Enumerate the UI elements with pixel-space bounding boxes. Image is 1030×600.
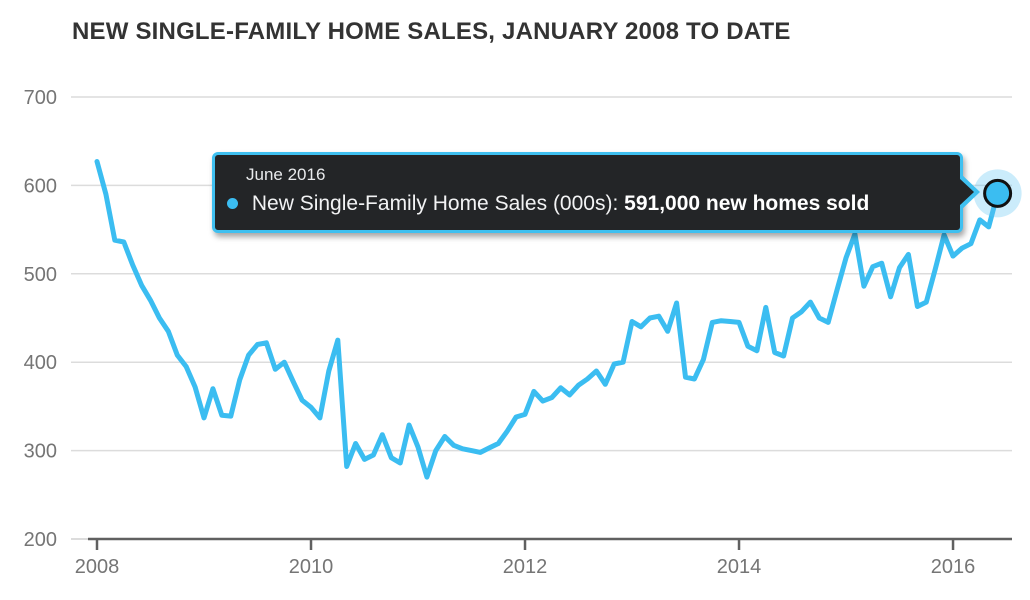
tooltip-date-label: June 2016: [246, 165, 326, 184]
svg-text:200: 200: [24, 529, 57, 551]
sales-line-series: [94, 159, 1001, 480]
svg-text:500: 500: [24, 264, 57, 286]
svg-text:600: 600: [24, 175, 57, 197]
x-axis: [71, 537, 1012, 550]
svg-text:400: 400: [24, 352, 57, 374]
svg-text:300: 300: [24, 441, 57, 463]
svg-text:700: 700: [24, 87, 57, 109]
x-axis-labels: 2008 2010 2012 2014 2016: [75, 556, 976, 578]
highlighted-point[interactable]: [973, 169, 1022, 218]
series-marker-dot-icon: [227, 198, 238, 209]
y-axis-labels: 700 600 500 400 300 200: [24, 87, 57, 551]
page-title: NEW SINGLE-FAMILY HOME SALES, JANUARY 20…: [72, 18, 791, 45]
svg-text:2010: 2010: [289, 556, 334, 578]
tooltip-arrow-fill: [959, 178, 974, 206]
svg-text:2014: 2014: [717, 556, 762, 578]
svg-text:2016: 2016: [931, 556, 976, 578]
svg-text:2008: 2008: [75, 556, 120, 578]
svg-text:2012: 2012: [503, 556, 548, 578]
tooltip-series-label: New Single-Family Home Sales (000s):: [251, 192, 619, 215]
tooltip-series-row: New Single-Family Home Sales (000s): 591…: [227, 191, 960, 217]
tooltip: June 2016 New Single-Family Home Sales (…: [212, 152, 980, 233]
tooltip-value: 591,000 new homes sold: [624, 192, 870, 215]
